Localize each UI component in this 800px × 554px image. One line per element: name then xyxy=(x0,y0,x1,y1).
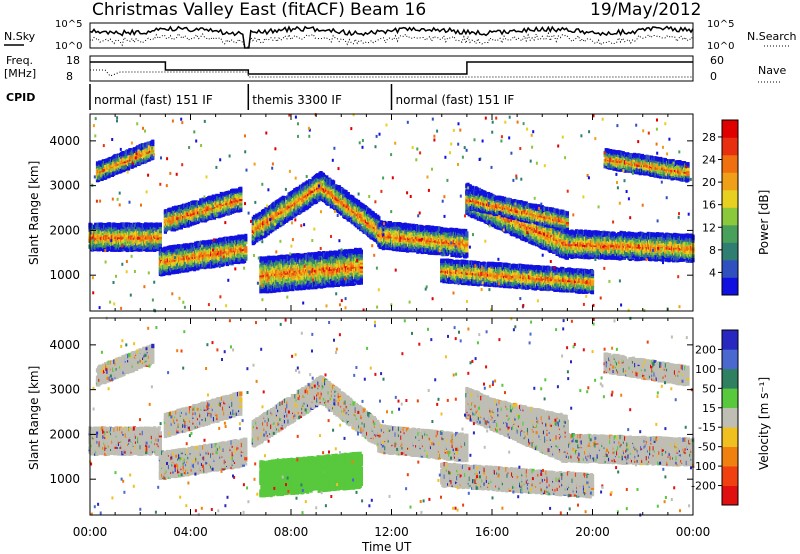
noise-panel-frame xyxy=(89,22,694,49)
echo-cell xyxy=(212,263,216,269)
echo-cell xyxy=(105,168,109,173)
freq-panel-frame xyxy=(89,55,694,82)
freq-panel: Freq. [MHz] 18 8 60 0 Nave xyxy=(4,54,786,83)
date-label: 19/May/2012 xyxy=(590,0,702,20)
echo-cell xyxy=(216,256,220,261)
echo-cell xyxy=(359,249,363,254)
echo-cell xyxy=(239,186,243,192)
echo-cell xyxy=(97,247,101,252)
echo-cell xyxy=(140,227,144,232)
noise-panel: N.Sky 10^5 10^0 10^5 10^0 N.Search xyxy=(4,19,797,52)
power-echo-marks xyxy=(88,113,695,313)
echo-cell xyxy=(180,220,185,225)
plot-title: Christmas Valley East (fitACF) xyxy=(92,0,345,20)
echo-cell xyxy=(104,232,108,238)
echo-cell xyxy=(177,218,181,223)
echo-cell xyxy=(244,236,248,241)
echo-cell xyxy=(244,252,248,257)
echo-cell xyxy=(158,226,162,231)
echo-cell xyxy=(123,161,127,166)
echo-cell xyxy=(206,204,210,209)
echo-cell xyxy=(193,220,197,225)
echo-band-main-band-b xyxy=(158,233,248,277)
cpid-segments: normal (fast) 151 IF themis 3300 IF normal… xyxy=(89,84,515,110)
echo-cell xyxy=(243,242,247,247)
echo-cell xyxy=(127,166,131,171)
cpid-label: CPID xyxy=(6,91,35,104)
cpid-row: CPID normal (fast) 151 IF themis 3300 IF n… xyxy=(6,84,514,110)
noise-tick-right-top: 10^5 xyxy=(707,19,734,30)
echo-cell xyxy=(147,222,151,227)
freq-label-line1: Freq. xyxy=(6,54,33,67)
echo-cell xyxy=(359,278,363,283)
echo-band-main-band-a xyxy=(88,222,162,253)
cpid-segment-label: normal (fast) 151 IF xyxy=(94,93,213,107)
echo-cell xyxy=(158,222,162,227)
echo-cell xyxy=(216,258,220,264)
echo-cell xyxy=(166,210,170,215)
echo-cell xyxy=(158,234,162,240)
echo-cell xyxy=(163,262,167,268)
echo-cell xyxy=(138,225,142,230)
echo-cell xyxy=(129,148,133,153)
echo-cell xyxy=(164,227,169,232)
echo-cell xyxy=(121,235,125,240)
echo-cell xyxy=(158,238,162,244)
echo-cell xyxy=(129,155,133,160)
nsky-label: N.Sky xyxy=(4,30,36,43)
freq-line xyxy=(90,61,693,75)
echo-cell xyxy=(179,225,183,230)
nave-tick-bottom: 0 xyxy=(710,70,717,83)
echo-cell xyxy=(146,141,150,146)
nave-tick-top: 60 xyxy=(710,54,724,67)
echo-cell xyxy=(196,266,200,271)
echo-cell xyxy=(188,253,192,258)
echo-cell xyxy=(122,222,126,228)
echo-cell xyxy=(151,154,155,159)
freq-tick-top: 18 xyxy=(66,54,80,67)
echo-cell xyxy=(169,256,173,261)
echo-cell xyxy=(244,233,248,239)
echo-band-upper-band-b xyxy=(163,186,243,234)
echo-cell xyxy=(120,154,124,160)
echo-cell xyxy=(110,167,115,173)
echo-cell xyxy=(96,222,100,227)
noise-tick-left-top: 10^5 xyxy=(55,19,82,30)
beam-label: Beam 16 xyxy=(350,0,426,20)
echo-cell xyxy=(182,243,186,248)
echo-cell xyxy=(139,247,143,252)
echo-cell xyxy=(377,216,381,221)
cpid-segment-label: normal (fast) 151 IF xyxy=(396,93,515,107)
noise-tick-right-bottom: 10^0 xyxy=(707,41,734,52)
noise-tick-left-bottom: 10^0 xyxy=(55,41,82,52)
echo-cell xyxy=(243,258,247,263)
echo-cell xyxy=(201,213,205,219)
echo-cell xyxy=(137,148,141,154)
echo-cell xyxy=(154,233,158,238)
echo-cell xyxy=(94,222,98,228)
nsearch-label: N.Search xyxy=(747,30,797,43)
cpid-segment-label: themis 3300 IF xyxy=(252,93,342,107)
echo-cell xyxy=(207,239,211,245)
freq-label-line2: [MHz] xyxy=(4,67,36,80)
freq-tick-bottom: 8 xyxy=(66,70,73,83)
echo-cell xyxy=(151,139,155,144)
nave-label: Nave xyxy=(758,64,786,77)
echo-cell xyxy=(183,223,187,228)
echo-cell xyxy=(151,149,155,155)
echo-cell xyxy=(332,180,336,185)
echo-cell xyxy=(209,214,213,219)
echo-cell xyxy=(239,247,243,252)
echo-cell xyxy=(151,144,155,149)
echo-cell xyxy=(158,243,162,248)
noise-sky-line xyxy=(89,25,694,49)
noise-search-line xyxy=(89,31,694,48)
echo-cell xyxy=(190,259,194,264)
echo-cell xyxy=(191,253,195,258)
echo-cell xyxy=(167,224,171,230)
echo-cell xyxy=(244,246,248,251)
echo-cell xyxy=(194,210,198,215)
